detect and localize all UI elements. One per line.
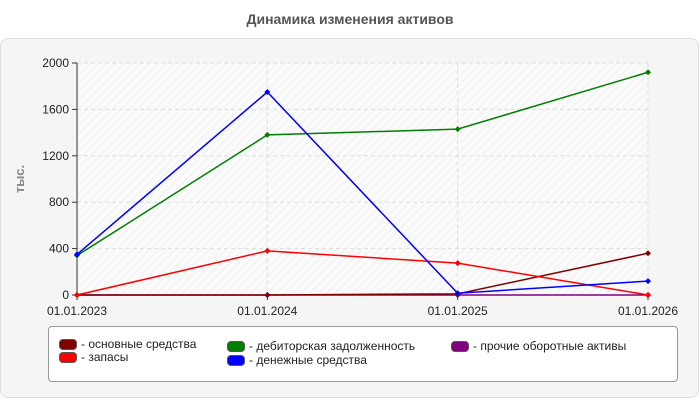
x-tick-label: 01.01.2024 [237,304,297,318]
data-point [645,250,651,257]
legend-label: - запасы [81,350,129,364]
legend-swatch [59,338,77,350]
data-point [645,69,651,76]
legend-item-other-current-assets[interactable]: - прочие оборотные активы [451,339,626,353]
y-axis-label: тыс. [12,165,27,193]
data-point [74,292,80,298]
chart-title: Динамика изменения активов [246,11,454,27]
series-line [76,250,649,296]
data-point [645,292,651,298]
data-point [454,260,461,267]
data-point [454,290,461,297]
legend-item-receivables[interactable]: - дебиторская задолженность [227,339,415,353]
legend-swatch [451,340,469,352]
data-point [264,89,271,95]
y-tick-label: 0 [62,288,69,302]
x-tick-label: 01.01.2026 [618,304,678,318]
chart-legend: - основные средства - запасы - дебиторск… [48,326,678,382]
legend-swatch [59,351,77,363]
data-point [645,278,651,285]
data-point [264,247,271,254]
legend-label: - прочие оборотные активы [473,339,627,353]
y-tick-label: 800 [49,195,69,209]
y-tick-label: 1600 [42,102,69,116]
legend-label: - основные средства [81,337,197,351]
y-tick-labels: 0 400 800 1200 1600 2000 [42,56,69,302]
x-tick-labels: 01.01.2023 01.01.2024 01.01.2025 01.01.2026 [47,304,678,318]
legend-swatch [227,340,245,352]
legend-swatch [227,354,245,366]
y-tick-label: 400 [49,242,69,256]
series-line [77,252,649,296]
x-tick-label: 01.01.2025 [428,304,488,318]
legend-item-inventory[interactable]: - запасы [59,350,128,364]
y-tick-label: 2000 [42,56,69,70]
data-point [454,126,461,133]
data-point [264,292,271,298]
legend-label: - дебиторская задолженность [249,339,416,353]
data-point [74,251,80,258]
x-tick-label: 01.01.2023 [47,304,107,318]
series-line [76,71,649,257]
legend-item-fixed-assets[interactable]: - основные средства [59,337,196,351]
legend-item-cash[interactable]: - денежные средства [227,353,367,367]
series-line [76,90,649,295]
data-point [264,131,271,138]
legend-label: - денежные средства [249,353,367,367]
series-lines [74,69,651,298]
y-tick-label: 1200 [42,149,69,163]
